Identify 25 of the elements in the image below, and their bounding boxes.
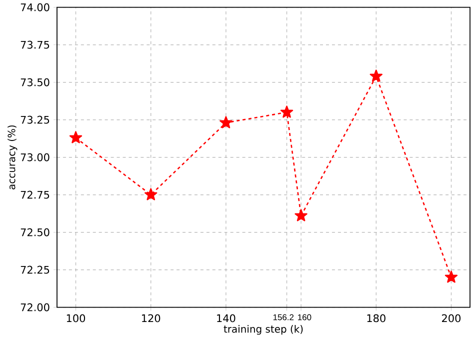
y-tick-label: 73.50	[20, 78, 50, 86]
point	[294, 209, 308, 222]
y-tick-label: 72.50	[20, 228, 50, 236]
x-tick-label: 156.2	[273, 314, 294, 320]
y-tick-label: 73.75	[20, 40, 50, 49]
x-axis-title: training step (k)	[224, 324, 303, 335]
y-tick-label: 73.25	[20, 116, 50, 124]
x-tick-label: 160	[298, 314, 312, 320]
point	[220, 116, 232, 128]
x-tick-label: 140	[217, 314, 236, 322]
y-tick-label: 74.00	[20, 3, 50, 12]
y-axis-title: accuracy (%)	[8, 125, 18, 190]
x-tick-label: 100	[66, 314, 86, 322]
y-tick-label: 72.75	[20, 190, 50, 199]
y-tick-label: 72.00	[20, 303, 50, 312]
point	[444, 270, 458, 283]
x-tick-label: 200	[442, 314, 461, 322]
point	[370, 70, 382, 82]
point	[69, 131, 82, 144]
y-tick-label: 72.25	[20, 266, 50, 274]
x-tick-label: 120	[142, 314, 160, 322]
y-tick-label: 73.00	[20, 153, 50, 162]
point	[144, 188, 158, 200]
x-tick-label: 180	[367, 314, 386, 322]
point	[280, 106, 294, 118]
